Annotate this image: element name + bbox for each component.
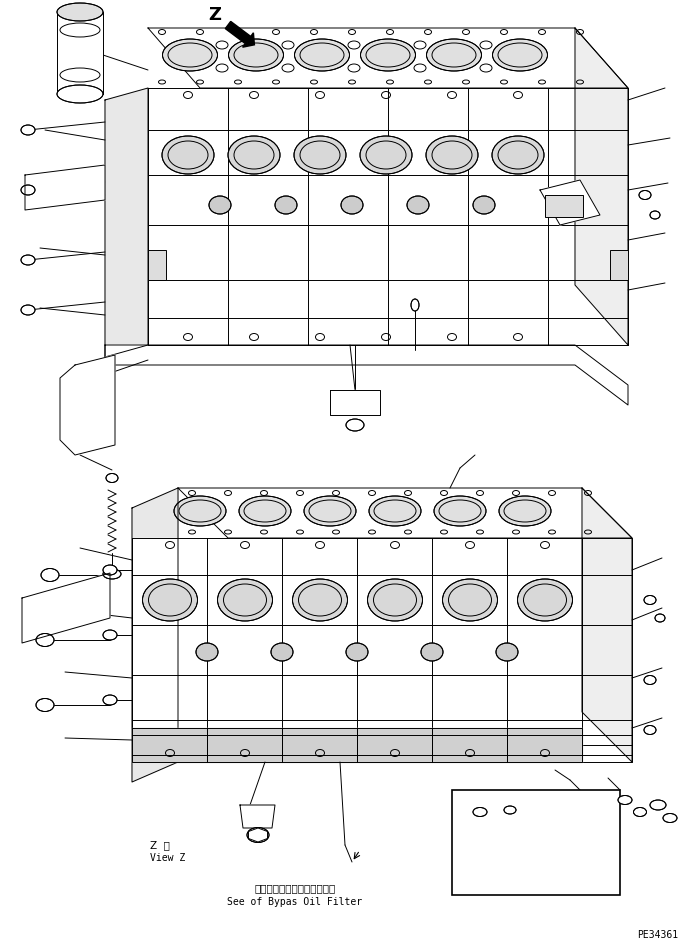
- Ellipse shape: [275, 196, 297, 214]
- Text: 運 搬 部 品: 運 搬 部 品: [516, 851, 556, 865]
- Ellipse shape: [443, 579, 497, 621]
- Polygon shape: [357, 728, 432, 762]
- Polygon shape: [540, 180, 600, 225]
- Text: See of Bypas Oil Filter: See of Bypas Oil Filter: [227, 897, 362, 907]
- Ellipse shape: [644, 595, 656, 604]
- Ellipse shape: [639, 190, 651, 200]
- Text: View Z: View Z: [150, 853, 185, 863]
- Bar: [610, 250, 628, 280]
- Ellipse shape: [103, 695, 117, 705]
- Polygon shape: [575, 28, 628, 345]
- Ellipse shape: [239, 496, 291, 526]
- Polygon shape: [507, 728, 582, 762]
- Ellipse shape: [103, 569, 121, 579]
- Ellipse shape: [369, 496, 421, 526]
- Ellipse shape: [162, 39, 218, 71]
- Polygon shape: [132, 728, 207, 762]
- Ellipse shape: [427, 39, 482, 71]
- Ellipse shape: [663, 814, 677, 822]
- Ellipse shape: [644, 675, 656, 685]
- Ellipse shape: [492, 136, 544, 174]
- Polygon shape: [60, 355, 115, 455]
- Polygon shape: [582, 488, 632, 762]
- Ellipse shape: [218, 579, 273, 621]
- Polygon shape: [132, 488, 178, 782]
- Ellipse shape: [196, 643, 218, 661]
- Ellipse shape: [618, 796, 632, 804]
- Text: Z: Z: [208, 6, 221, 24]
- Ellipse shape: [162, 136, 214, 174]
- Ellipse shape: [294, 136, 346, 174]
- Ellipse shape: [655, 614, 665, 622]
- Ellipse shape: [292, 579, 347, 621]
- Ellipse shape: [36, 634, 54, 646]
- FancyArrow shape: [225, 22, 254, 47]
- Bar: [148, 250, 166, 280]
- Ellipse shape: [103, 630, 117, 640]
- Ellipse shape: [496, 643, 518, 661]
- Ellipse shape: [142, 579, 197, 621]
- Ellipse shape: [367, 579, 423, 621]
- Ellipse shape: [209, 196, 231, 214]
- Ellipse shape: [473, 196, 495, 214]
- Ellipse shape: [21, 305, 35, 315]
- Ellipse shape: [21, 125, 35, 135]
- Text: PE34361: PE34361: [637, 930, 678, 940]
- Ellipse shape: [644, 726, 656, 734]
- Ellipse shape: [504, 806, 516, 814]
- Ellipse shape: [41, 569, 59, 582]
- Ellipse shape: [360, 39, 416, 71]
- Polygon shape: [178, 488, 632, 538]
- Bar: [545, 195, 583, 217]
- Ellipse shape: [295, 39, 349, 71]
- Polygon shape: [432, 728, 507, 762]
- Ellipse shape: [426, 136, 478, 174]
- Ellipse shape: [36, 698, 54, 711]
- Text: For Shipping: For Shipping: [501, 868, 571, 878]
- Ellipse shape: [304, 496, 356, 526]
- Ellipse shape: [21, 185, 35, 195]
- Polygon shape: [207, 728, 282, 762]
- Ellipse shape: [21, 255, 35, 265]
- Polygon shape: [105, 88, 148, 357]
- Ellipse shape: [106, 474, 118, 482]
- Ellipse shape: [57, 85, 103, 103]
- Ellipse shape: [247, 828, 269, 843]
- Text: バイパスオイルフィルタ参照: バイパスオイルフィルタ参照: [254, 883, 336, 893]
- Ellipse shape: [650, 211, 660, 219]
- Ellipse shape: [434, 496, 486, 526]
- Polygon shape: [132, 538, 632, 762]
- Polygon shape: [282, 728, 357, 762]
- Ellipse shape: [493, 39, 547, 71]
- Polygon shape: [22, 573, 110, 643]
- Text: Z  視: Z 視: [150, 840, 170, 850]
- Bar: [57, 12, 103, 94]
- Bar: [452, 790, 620, 895]
- Ellipse shape: [57, 3, 103, 21]
- Polygon shape: [105, 345, 628, 405]
- Ellipse shape: [411, 299, 419, 311]
- Ellipse shape: [346, 419, 364, 431]
- Polygon shape: [330, 390, 380, 415]
- Polygon shape: [25, 165, 105, 210]
- Ellipse shape: [174, 496, 226, 526]
- Ellipse shape: [271, 643, 293, 661]
- Polygon shape: [240, 805, 275, 828]
- Ellipse shape: [228, 136, 280, 174]
- Ellipse shape: [421, 643, 443, 661]
- Ellipse shape: [407, 196, 429, 214]
- Ellipse shape: [499, 496, 551, 526]
- Ellipse shape: [341, 196, 363, 214]
- Ellipse shape: [634, 808, 647, 816]
- Ellipse shape: [229, 39, 284, 71]
- Ellipse shape: [360, 136, 412, 174]
- Ellipse shape: [650, 800, 666, 810]
- Ellipse shape: [517, 579, 573, 621]
- Polygon shape: [148, 88, 628, 345]
- Polygon shape: [148, 28, 628, 88]
- Ellipse shape: [103, 565, 117, 575]
- Ellipse shape: [346, 643, 368, 661]
- Ellipse shape: [473, 808, 487, 816]
- Text: —  ·: — ·: [524, 833, 548, 843]
